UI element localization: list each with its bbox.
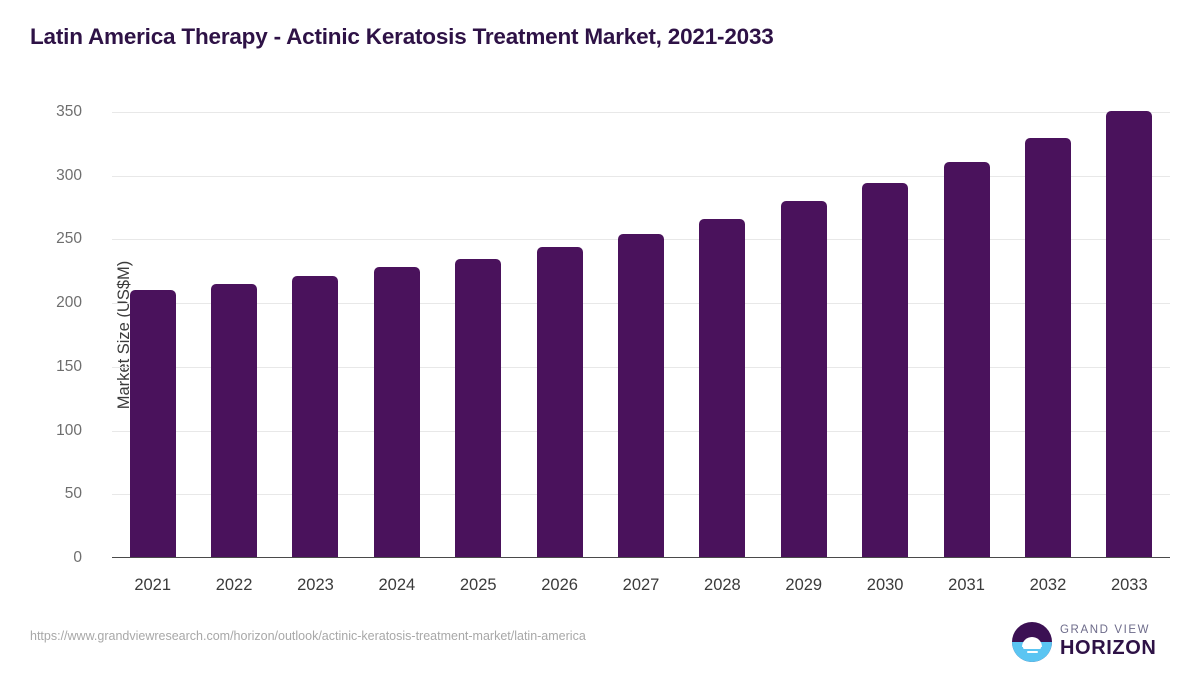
logo-ray-1 [1023,646,1041,649]
source-url[interactable]: https://www.grandviewresearch.com/horizo… [30,629,586,643]
bar-slot [1007,112,1088,558]
bar-series [112,110,1170,558]
bar[interactable] [943,161,990,558]
bar[interactable] [292,276,339,558]
x-tick-label: 2032 [1029,576,1067,594]
bar[interactable] [455,258,502,558]
y-tick-label: 250 [56,230,82,248]
x-axis-line [112,556,1170,558]
bar[interactable] [1106,110,1153,558]
bar[interactable] [211,284,258,558]
gridline [112,175,1170,177]
bar-slot [844,112,925,558]
logo-line-1: GRAND VIEW [1060,624,1151,636]
x-tick-label: 2033 [1110,576,1148,594]
horizon-sun-icon [1012,622,1052,662]
bar-slot [926,112,1007,558]
y-tick-label: 100 [56,421,82,439]
x-tick-label: 2029 [785,576,823,594]
logo-wordmark: GRAND VIEW HORIZON [1060,624,1156,660]
x-tick-label: 2022 [215,576,253,594]
bar-slot [356,112,437,558]
x-tick-label: 2031 [948,576,985,594]
x-tick-label: 2026 [541,576,578,594]
y-tick-label: 150 [56,357,82,375]
x-tick-label: 2021 [134,576,172,594]
bar-slot [519,112,600,558]
bar[interactable] [862,183,909,558]
bar-slot [193,112,274,558]
y-tick-label: 200 [56,294,82,312]
bar[interactable] [699,219,746,558]
bar[interactable] [780,201,827,558]
plot-area: Market Size (US$M) 0 50 100 150 200 250 300 350… [56,103,1170,594]
bar-slot [600,112,681,558]
x-tick-label: 2028 [704,576,741,594]
bar-slot [438,112,519,558]
logo-sun-dome [1022,637,1042,648]
y-tick-label: 350 [56,103,82,120]
y-tick-label: 50 [64,485,82,503]
grand-view-horizon-logo[interactable]: GRAND VIEW HORIZON [1012,620,1170,664]
bar[interactable] [129,290,176,558]
x-tick-label: 2025 [459,576,497,594]
bar-slot [763,112,844,558]
logo-ray-2 [1026,650,1038,654]
x-tick-label: 2030 [866,576,904,594]
y-tick-label: 0 [73,549,82,566]
bar[interactable] [373,267,420,558]
bar-slot [275,112,356,558]
bar[interactable] [617,234,664,558]
logo-line-2: HORIZON [1060,637,1157,659]
bar-slot [1089,110,1170,558]
gridline [112,112,1170,113]
page-title: Latin America Therapy - Actinic Keratosi… [30,24,774,49]
x-tick-label: 2023 [297,576,334,594]
bar-slot [112,112,193,558]
bar-slot [682,112,763,558]
x-tick-label: 2027 [622,576,660,594]
chart-container: Market Size (US$M) 0 50 100 150 200 250 300 350… [0,95,1200,594]
y-tick-label: 300 [56,166,82,184]
bar[interactable] [536,247,583,558]
bar[interactable] [1024,137,1071,558]
x-tick-label: 2024 [378,576,416,594]
